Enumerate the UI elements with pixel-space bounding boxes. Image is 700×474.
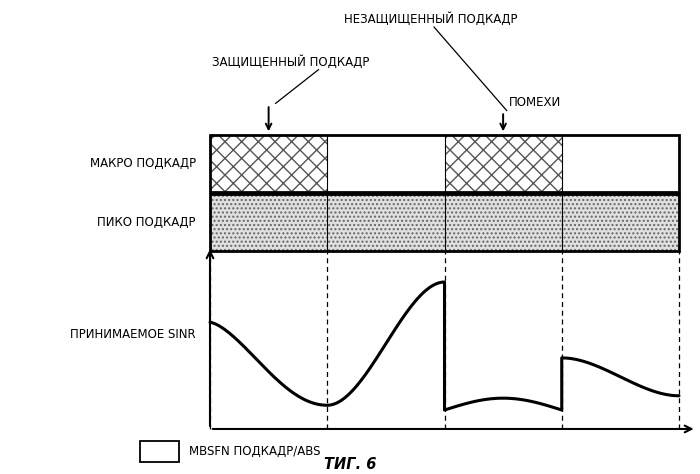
Bar	[210, 135, 679, 192]
Text: ПРИНИМАЕМОЕ SINR: ПРИНИМАЕМОЕ SINR	[71, 328, 196, 341]
Bar	[210, 194, 679, 251]
Bar	[210, 135, 679, 192]
Text: ВРЕМЯ: ВРЕМЯ	[699, 429, 700, 443]
Bar	[140, 441, 178, 462]
Text: ЗАЩИЩЕННЫЙ ПОДКАДР: ЗАЩИЩЕННЫЙ ПОДКАДР	[212, 55, 369, 69]
Bar	[328, 135, 444, 192]
Bar	[210, 194, 679, 251]
Bar	[210, 194, 679, 251]
Bar	[444, 135, 561, 192]
Bar	[210, 135, 328, 192]
Text: MBSFN ПОДКАДР/ABS: MBSFN ПОДКАДР/ABS	[189, 445, 321, 458]
Bar	[561, 135, 679, 192]
Text: МАКРО ПОДКАДР: МАКРО ПОДКАДР	[90, 157, 196, 170]
Text: ПОМЕХИ: ПОМЕХИ	[509, 96, 561, 109]
Text: ПИКО ПОДКАДР: ПИКО ПОДКАДР	[97, 216, 196, 229]
Text: НЕЗАЩИЩЕННЫЙ ПОДКАДР: НЕЗАЩИЩЕННЫЙ ПОДКАДР	[344, 12, 517, 26]
Text: ΤИГ. 6: ΤИГ. 6	[324, 456, 376, 472]
